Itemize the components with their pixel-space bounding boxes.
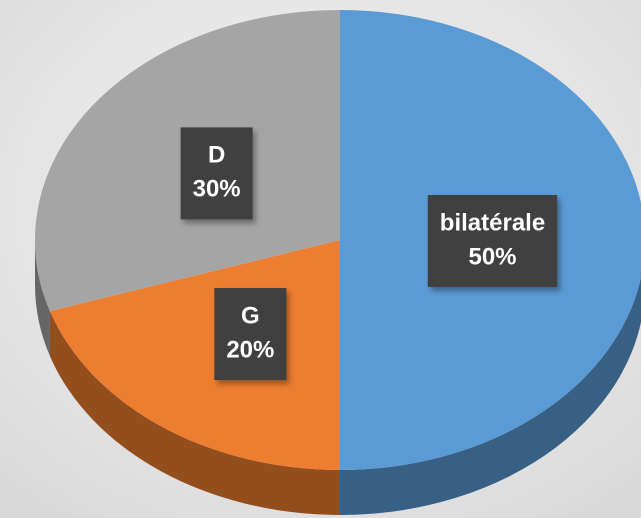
data-label: D 30% (180, 127, 253, 220)
labels: bilatérale 50% G 20% D 30% (180, 127, 558, 381)
category-label: bilatérale (440, 209, 545, 236)
category-label: G (241, 302, 260, 329)
slice-side (35, 240, 50, 357)
value-label: 50% (468, 243, 516, 270)
slice-side (340, 276, 641, 515)
category-label: D (208, 142, 225, 169)
value-label: 30% (193, 176, 241, 203)
label-box (180, 127, 253, 220)
value-label: 20% (226, 336, 274, 363)
label-box (214, 288, 287, 381)
data-label: bilatérale 50% (427, 195, 558, 287)
data-label: G 20% (214, 288, 287, 381)
slice-side (49, 311, 340, 515)
label-box (427, 195, 558, 287)
